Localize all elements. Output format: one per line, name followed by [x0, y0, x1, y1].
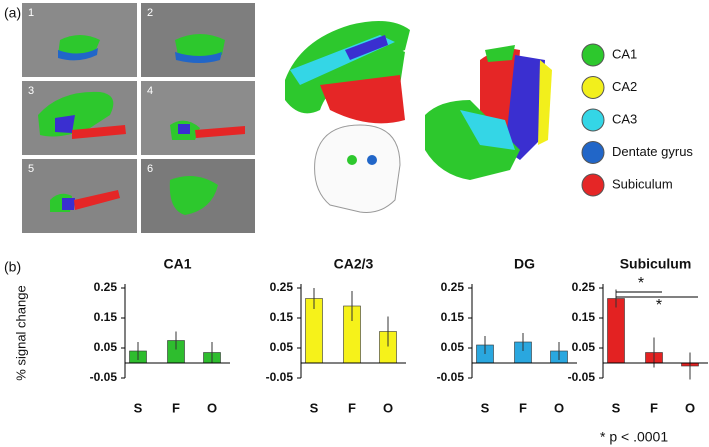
legend: CA1 CA2 CA3 Dentate gyrus Subiculum: [581, 43, 693, 197]
y-tick-label: 0.05: [441, 340, 465, 354]
annotation: *: [638, 275, 644, 292]
y-tick-label: -0.05: [266, 370, 294, 384]
chart-title: CA2/3: [334, 256, 374, 272]
annotation: *: [656, 297, 662, 314]
y-tick-label: 0.25: [572, 280, 596, 294]
footnote: * p < .0001: [600, 429, 668, 445]
panel-label: (b): [4, 259, 21, 275]
y-axis-label: % signal change: [13, 285, 28, 380]
y-tick-label: 0.25: [94, 280, 118, 294]
y-tick-label: 0.15: [441, 310, 465, 324]
legend-swatch: [581, 141, 605, 164]
slice-number: 6: [147, 163, 153, 175]
x-tick-label: F: [172, 400, 180, 415]
slice-number: 2: [147, 7, 153, 19]
x-tick-label: O: [685, 400, 695, 415]
x-tick-label: O: [207, 400, 217, 415]
slice-number: 4: [147, 85, 153, 97]
y-tick-label: -0.05: [437, 370, 465, 384]
y-tick-label: 0.05: [572, 340, 596, 354]
x-tick-label: F: [519, 400, 527, 415]
slice-number: 5: [28, 163, 34, 175]
x-tick-label: F: [650, 400, 658, 415]
slice-number: 3: [28, 85, 34, 97]
bar: [607, 298, 625, 364]
legend-swatch: [581, 108, 605, 132]
y-tick-label: 0.05: [94, 340, 118, 354]
y-tick-label: 0.25: [441, 280, 465, 294]
legend-swatch: [581, 173, 605, 197]
y-tick-label: -0.05: [90, 370, 118, 384]
x-tick-label: O: [554, 400, 564, 415]
chart-title: CA1: [163, 256, 191, 272]
x-tick-label: S: [310, 400, 319, 415]
3d-render: [285, 21, 552, 213]
y-tick-label: 0.15: [94, 310, 118, 324]
y-tick-label: 0.25: [270, 280, 294, 294]
legend-label: Dentate gyrus: [612, 144, 693, 159]
legend-label: Subiculum: [612, 176, 673, 191]
legend-label: CA1: [612, 46, 637, 61]
chart-title: Subiculum: [620, 256, 692, 272]
x-tick-label: F: [348, 400, 356, 415]
y-tick-label: -0.05: [568, 370, 596, 384]
panel-label: (a): [4, 5, 21, 21]
y-tick-label: 0.15: [270, 310, 294, 324]
x-tick-label: O: [383, 400, 393, 415]
legend-swatch: [581, 43, 605, 67]
chart-title: DG: [514, 256, 535, 272]
slice-number: 1: [28, 7, 34, 19]
mri-slices: [22, 3, 255, 233]
x-tick-label: S: [612, 400, 621, 415]
x-tick-label: S: [134, 400, 143, 415]
legend-label: CA3: [612, 111, 637, 126]
y-tick-label: 0.15: [572, 310, 596, 324]
y-tick-label: 0.05: [270, 340, 294, 354]
legend-label: CA2: [612, 79, 637, 94]
x-tick-label: S: [481, 400, 490, 415]
legend-swatch: [581, 76, 605, 99]
slice-numbers: 1 2 3 4 5 6: [28, 7, 153, 175]
